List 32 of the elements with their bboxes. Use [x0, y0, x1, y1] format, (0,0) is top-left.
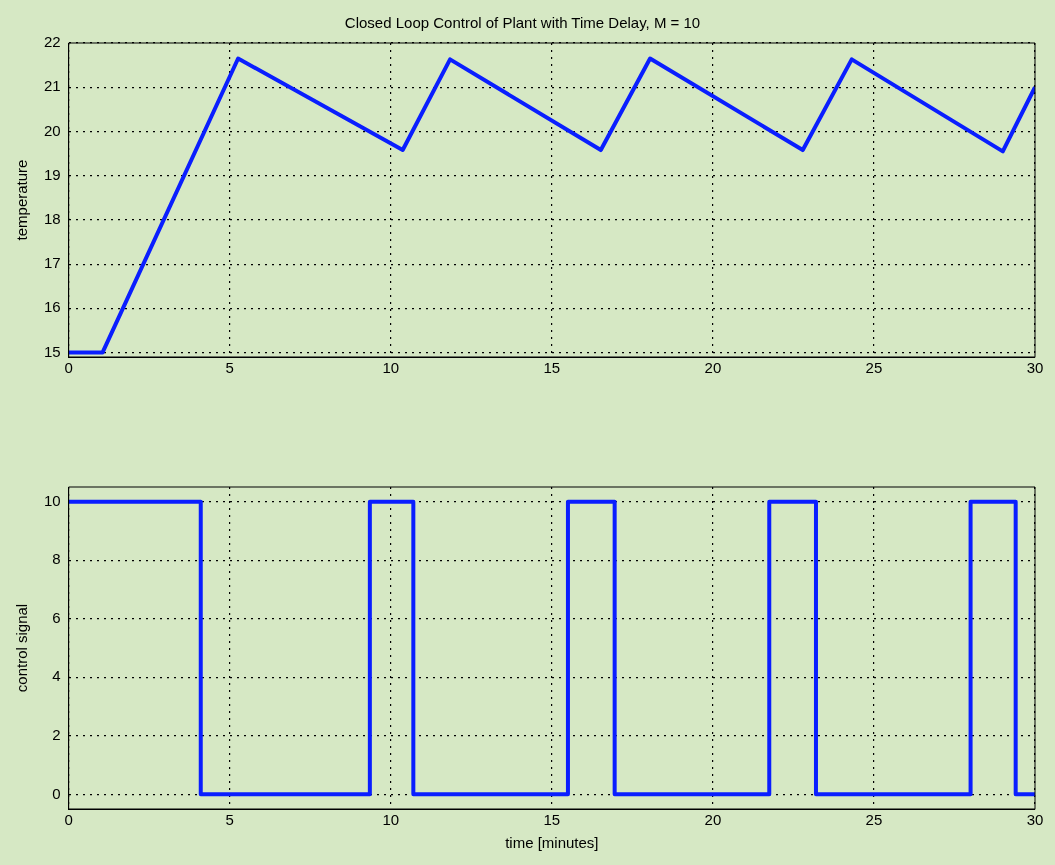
y-tick-label: 20: [44, 121, 61, 139]
y-tick-label: 21: [44, 77, 61, 95]
y-tick-label: 8: [52, 550, 61, 568]
x-tick-label: 0: [64, 359, 73, 377]
y-tick-label: 16: [44, 298, 61, 316]
x-tick-label: 10: [382, 811, 400, 829]
y-tick-label: 19: [44, 165, 61, 183]
y-tick-label: 18: [44, 210, 61, 228]
y-tick-label: 10: [44, 491, 61, 509]
x-tick-label: 25: [865, 359, 883, 377]
chart-title: Closed Loop Control of Plant with Time Delay, M = 10: [344, 14, 701, 32]
x-tick-label: 15: [543, 811, 561, 829]
x-tick-label: 20: [704, 811, 722, 829]
y-tick-label: 4: [52, 667, 61, 685]
y-tick-label: 15: [44, 342, 61, 360]
x-axis-title: time [minutes]: [505, 834, 599, 852]
x-tick-label: 5: [225, 811, 234, 829]
x-tick-label: 10: [382, 359, 400, 377]
x-tick-label: 30: [1026, 359, 1044, 377]
x-tick-label: 15: [543, 359, 561, 377]
y-axis-title: temperature: [13, 159, 31, 241]
y-tick-label: 0: [52, 784, 61, 802]
x-tick-label: 25: [865, 811, 883, 829]
y-tick-label: 2: [52, 725, 61, 743]
x-tick-label: 20: [704, 359, 722, 377]
y-axis-title: control signal: [13, 603, 31, 693]
y-tick-label: 17: [44, 254, 61, 272]
y-tick-label: 22: [44, 33, 61, 51]
x-tick-label: 5: [225, 359, 234, 377]
x-tick-label: 30: [1026, 811, 1044, 829]
x-tick-label: 0: [64, 811, 73, 829]
y-tick-label: 6: [52, 608, 61, 626]
